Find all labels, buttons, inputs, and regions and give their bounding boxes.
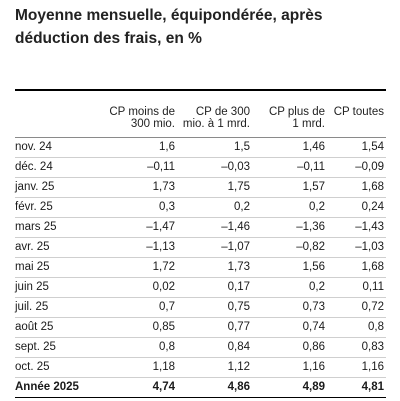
- header-small-funds: CP moins de 300 mio.: [89, 91, 177, 138]
- cell-value: 0,77: [177, 317, 252, 338]
- table-row: mars 25 –1,47 –1,46 –1,36 –1,43: [15, 217, 386, 238]
- cell-value: 0,75: [177, 297, 252, 318]
- table-row: déc. 24 –0,11 –0,03 –0,11 –0,09: [15, 157, 386, 178]
- table-row: juil. 25 0,7 0,75 0,73 0,72: [15, 297, 386, 318]
- cell-value: 1,6: [89, 137, 177, 158]
- cell-value: 1,75: [177, 177, 252, 198]
- cell-value: –0,09: [327, 157, 386, 178]
- row-label: oct. 25: [15, 357, 89, 378]
- cell-value: 0,85: [89, 317, 177, 338]
- cell-value: –1,13: [89, 237, 177, 258]
- cell-value: 0,3: [89, 197, 177, 218]
- cell-value: 0,24: [327, 197, 386, 218]
- cell-value: –1,07: [177, 237, 252, 258]
- table-row: janv. 25 1,73 1,75 1,57 1,68: [15, 177, 386, 198]
- row-label: juin 25: [15, 277, 89, 298]
- row-label: Année 2025: [15, 376, 89, 398]
- row-label: févr. 25: [15, 197, 89, 218]
- cell-value: –1,47: [89, 217, 177, 238]
- header-period: [15, 91, 89, 138]
- row-label: nov. 24: [15, 137, 89, 158]
- cell-value: –0,11: [252, 157, 327, 178]
- total-row: Année 2025 4,74 4,86 4,89 4,81: [15, 376, 386, 398]
- row-label: août 25: [15, 317, 89, 338]
- cell-value: 0,72: [327, 297, 386, 318]
- cell-value: 0,2: [252, 197, 327, 218]
- table-row: avr. 25 –1,13 –1,07 –0,82 –1,03: [15, 237, 386, 258]
- header-all-funds: CP toutes: [327, 91, 386, 138]
- row-label: avr. 25: [15, 237, 89, 258]
- table-row: févr. 25 0,3 0,2 0,2 0,24: [15, 197, 386, 218]
- cell-value: 0,83: [327, 337, 386, 358]
- cell-value: 1,73: [89, 177, 177, 198]
- table-row: nov. 24 1,6 1,5 1,46 1,54: [15, 137, 386, 158]
- cell-value: 0,84: [177, 337, 252, 358]
- table-row: mai 25 1,72 1,73 1,56 1,68: [15, 257, 386, 278]
- cell-value: 0,8: [327, 317, 386, 338]
- cell-value: 1,18: [89, 357, 177, 378]
- cell-value: 0,2: [252, 277, 327, 298]
- cell-value: 0,17: [177, 277, 252, 298]
- cell-value: 4,81: [327, 376, 386, 398]
- row-label: janv. 25: [15, 177, 89, 198]
- cell-value: –0,03: [177, 157, 252, 178]
- cell-value: 1,57: [252, 177, 327, 198]
- row-label: sept. 25: [15, 337, 89, 358]
- cell-value: 1,68: [327, 257, 386, 278]
- cell-value: 0,02: [89, 277, 177, 298]
- cell-value: 4,86: [177, 376, 252, 398]
- row-label: mars 25: [15, 217, 89, 238]
- cell-value: 1,16: [252, 357, 327, 378]
- header-medium-funds: CP de 300 mio. à 1 mrd.: [177, 91, 252, 138]
- row-label: juil. 25: [15, 297, 89, 318]
- cell-value: 4,89: [252, 376, 327, 398]
- cell-value: 0,86: [252, 337, 327, 358]
- cell-value: 0,11: [327, 277, 386, 298]
- header-row: CP moins de 300 mio. CP de 300 mio. à 1 …: [15, 91, 386, 138]
- header-large-funds: CP plus de 1 mrd.: [252, 91, 327, 138]
- row-label: déc. 24: [15, 157, 89, 178]
- cell-value: 0,73: [252, 297, 327, 318]
- cell-value: 1,68: [327, 177, 386, 198]
- cell-value: –0,11: [89, 157, 177, 178]
- table-title: Moyenne mensuelle, équipondérée, après d…: [15, 7, 323, 47]
- table-row: août 25 0,85 0,77 0,74 0,8: [15, 317, 386, 338]
- cell-value: 0,74: [252, 317, 327, 338]
- cell-value: 1,54: [327, 137, 386, 158]
- row-label: mai 25: [15, 257, 89, 278]
- performance-table: CP moins de 300 mio. CP de 300 mio. à 1 …: [15, 89, 386, 398]
- table-row: oct. 25 1,18 1,12 1,16 1,16: [15, 357, 386, 378]
- cell-value: 1,46: [252, 137, 327, 158]
- cell-value: 0,8: [89, 337, 177, 358]
- cell-value: 1,72: [89, 257, 177, 278]
- cell-value: 0,7: [89, 297, 177, 318]
- cell-value: 1,56: [252, 257, 327, 278]
- cell-value: 1,16: [327, 357, 386, 378]
- cell-value: –1,03: [327, 237, 386, 258]
- cell-value: 1,12: [177, 357, 252, 378]
- cell-value: 0,2: [177, 197, 252, 218]
- table-row: juin 25 0,02 0,17 0,2 0,11: [15, 277, 386, 298]
- cell-value: –1,36: [252, 217, 327, 238]
- table-row: sept. 25 0,8 0,84 0,86 0,83: [15, 337, 386, 358]
- cell-value: –0,82: [252, 237, 327, 258]
- cell-value: –1,43: [327, 217, 386, 238]
- cell-value: –1,46: [177, 217, 252, 238]
- data-table: CP moins de 300 mio. CP de 300 mio. à 1 …: [15, 91, 386, 398]
- cell-value: 1,73: [177, 257, 252, 278]
- cell-value: 1,5: [177, 137, 252, 158]
- cell-value: 4,74: [89, 376, 177, 398]
